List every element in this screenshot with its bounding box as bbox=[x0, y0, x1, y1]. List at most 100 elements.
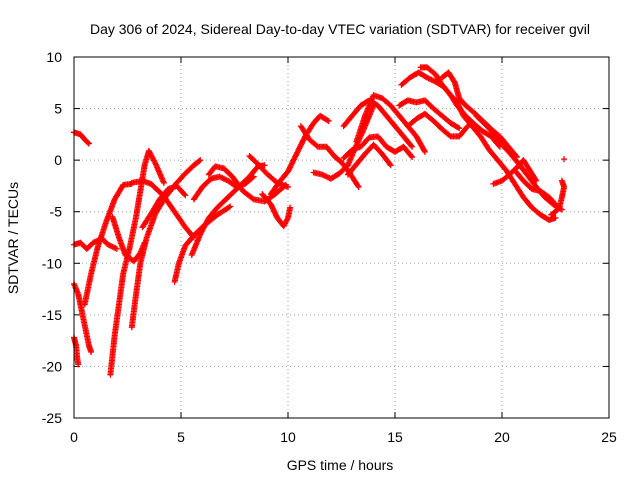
series-sat-t bbox=[340, 97, 416, 150]
data-point bbox=[298, 140, 305, 147]
series-sat-c bbox=[71, 334, 82, 368]
data-point bbox=[296, 144, 303, 151]
data-point bbox=[421, 148, 428, 155]
x-tick-label: 15 bbox=[387, 429, 403, 445]
y-tick-label: 10 bbox=[46, 49, 62, 65]
data-point bbox=[456, 125, 463, 132]
grid-layer bbox=[74, 57, 609, 418]
data-point bbox=[75, 361, 82, 368]
data-point bbox=[227, 203, 234, 210]
data-point bbox=[454, 124, 461, 131]
y-tick-label: -15 bbox=[42, 307, 62, 323]
data-point bbox=[451, 78, 458, 85]
data-point bbox=[294, 148, 301, 155]
data-point bbox=[421, 147, 428, 154]
x-tick-label: 0 bbox=[70, 429, 78, 445]
data-point bbox=[285, 168, 291, 175]
y-tick-label: -25 bbox=[42, 410, 62, 426]
series-sat-q bbox=[267, 112, 332, 198]
data-point bbox=[285, 183, 291, 190]
y-tick-label: -5 bbox=[50, 204, 63, 220]
data-point bbox=[387, 162, 394, 169]
series-sat-r bbox=[297, 123, 362, 190]
data-point bbox=[294, 149, 301, 156]
series-sat-e bbox=[81, 180, 135, 308]
data-point bbox=[292, 153, 299, 160]
data-point bbox=[287, 204, 294, 211]
data-point bbox=[408, 142, 415, 149]
series-sat-j bbox=[139, 182, 189, 231]
x-tick-label: 20 bbox=[494, 429, 510, 445]
data-point bbox=[292, 152, 299, 159]
data-point bbox=[85, 140, 92, 147]
y-tick-label: -20 bbox=[42, 358, 62, 374]
data-point bbox=[354, 182, 361, 189]
data-point bbox=[297, 142, 304, 149]
data-point bbox=[355, 183, 362, 190]
chart-title: Day 306 of 2024, Sidereal Day-to-day VTE… bbox=[90, 21, 590, 37]
data-point bbox=[290, 156, 297, 163]
data-point bbox=[558, 177, 565, 184]
series-sat-n bbox=[205, 163, 289, 205]
data-point bbox=[84, 139, 91, 146]
series-sat-v bbox=[340, 133, 416, 162]
data-point bbox=[289, 159, 296, 166]
series-sat-x bbox=[396, 97, 463, 132]
data-point bbox=[300, 137, 307, 144]
series-sat-ac bbox=[447, 92, 559, 223]
data-point bbox=[249, 195, 256, 202]
series-sat-u bbox=[353, 92, 428, 155]
data-point bbox=[225, 204, 232, 211]
plot-frame bbox=[73, 56, 610, 419]
data-point bbox=[532, 176, 539, 183]
data-point bbox=[409, 143, 416, 150]
data-point bbox=[113, 245, 120, 252]
series-sat-af bbox=[511, 167, 559, 208]
x-tick-label: 25 bbox=[601, 429, 617, 445]
y-axis-label: SDTVAR / TECUs bbox=[5, 182, 21, 294]
series-sat-b bbox=[71, 235, 120, 252]
y-tick-label: 5 bbox=[54, 101, 62, 117]
data-point bbox=[287, 163, 294, 170]
data-point bbox=[181, 191, 188, 198]
data-point bbox=[288, 160, 295, 167]
data-point bbox=[295, 146, 302, 153]
data-point bbox=[296, 145, 303, 152]
x-axis-label: GPS time / hours bbox=[287, 457, 394, 473]
data-point bbox=[88, 348, 95, 355]
y-tick-label: -10 bbox=[42, 255, 62, 271]
data-point bbox=[286, 165, 293, 172]
data-point bbox=[299, 138, 306, 145]
series-sat-k bbox=[171, 203, 234, 285]
data-layer bbox=[71, 64, 568, 378]
data-point bbox=[196, 158, 203, 165]
series-sat-w bbox=[344, 141, 394, 178]
data-point bbox=[463, 124, 470, 131]
data-point bbox=[250, 173, 257, 180]
x-tick-label: 10 bbox=[280, 429, 296, 445]
data-point bbox=[293, 150, 300, 157]
data-point bbox=[160, 179, 167, 186]
data-point bbox=[249, 174, 256, 181]
series-sat-ag bbox=[548, 177, 568, 218]
data-point bbox=[288, 161, 295, 168]
data-point bbox=[290, 157, 297, 164]
series-sat-p bbox=[259, 191, 294, 230]
data-point bbox=[300, 136, 307, 143]
data-point bbox=[182, 192, 189, 199]
data-point bbox=[324, 117, 331, 124]
series-sat-ab bbox=[439, 69, 520, 161]
data-point bbox=[325, 117, 332, 124]
data-point bbox=[561, 156, 568, 163]
data-point bbox=[291, 155, 298, 162]
y-tick-label: 0 bbox=[54, 152, 62, 168]
data-point bbox=[285, 167, 292, 174]
data-point bbox=[408, 152, 415, 159]
data-point bbox=[409, 154, 416, 161]
data-point bbox=[298, 141, 305, 148]
series-sat-y bbox=[398, 69, 448, 90]
data-point bbox=[197, 157, 204, 164]
series-sat-ah bbox=[561, 156, 568, 163]
data-point bbox=[552, 214, 559, 221]
x-tick-label: 5 bbox=[177, 429, 185, 445]
